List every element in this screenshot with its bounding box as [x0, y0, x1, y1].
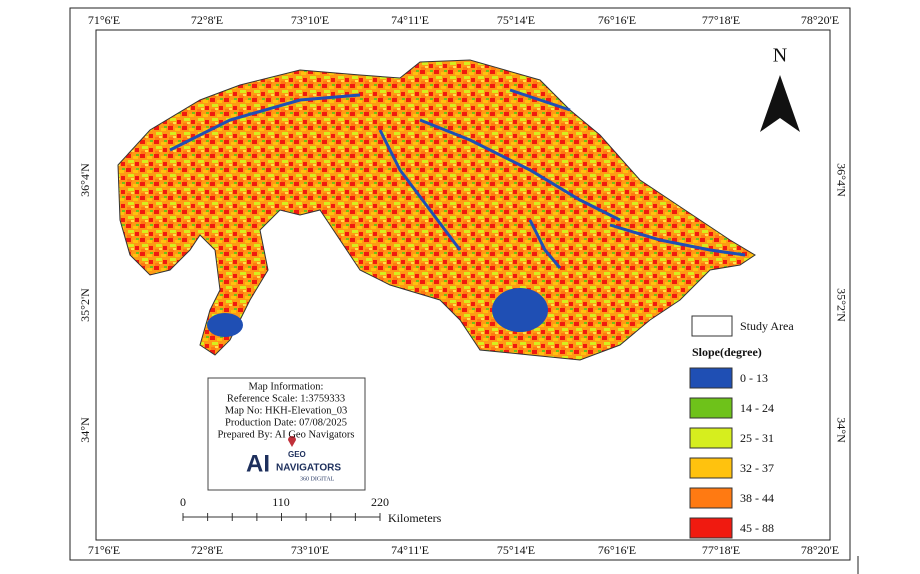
lon-label-top: 72°8'E	[191, 13, 223, 27]
logo-geo: GEO	[288, 450, 306, 459]
lon-label-bottom: 77°18'E	[702, 543, 740, 557]
legend-swatch	[689, 367, 733, 389]
info-line: Reference Scale: 1:3759333	[227, 393, 345, 404]
lat-label-right: 34°N	[834, 417, 848, 443]
legend-label: 0 - 13	[740, 371, 768, 385]
scale-label: 110	[272, 495, 290, 509]
legend-swatch	[689, 517, 733, 539]
legend-label: 14 - 24	[740, 401, 774, 415]
lon-label-bottom: 74°11'E	[391, 543, 429, 557]
low-slope-area	[207, 313, 243, 337]
logo-name: NAVIGATORS	[276, 463, 341, 474]
lon-label-bottom: 78°20'E	[801, 543, 839, 557]
lon-label-top: 71°6'E	[88, 13, 120, 27]
logo-mark: AI	[246, 450, 270, 477]
lon-label-top: 74°11'E	[391, 13, 429, 27]
lon-label-top: 73°10'E	[291, 13, 329, 27]
info-title: Map Information:	[249, 381, 324, 392]
legend-swatch	[689, 487, 733, 509]
legend-label: 38 - 44	[740, 491, 774, 505]
lon-label-top: 75°14'E	[497, 13, 535, 27]
logo-tag: 360 DIGITAL	[300, 476, 335, 482]
north-label: N	[773, 45, 787, 67]
lon-label-top: 76°16'E	[598, 13, 636, 27]
legend-label: 25 - 31	[740, 431, 774, 445]
scale-unit: Kilometers	[388, 511, 442, 525]
info-line: Production Date: 07/08/2025	[225, 417, 347, 428]
logo: AI GEO NAVIGATORS 360 DIGITAL	[246, 436, 341, 482]
info-box: Map Information: AI GEO NAVIGATORS 360 D…	[207, 377, 366, 491]
legend-label: 45 - 88	[740, 521, 774, 535]
scale-bar: 0 110 220 Kilometers	[180, 495, 442, 525]
lon-label-bottom: 73°10'E	[291, 543, 329, 557]
legend-study-area: Study Area	[740, 319, 794, 333]
scale-label: 220	[371, 495, 389, 509]
legend: Study Area Slope(degree) 0 - 13 14 - 24 25…	[689, 315, 794, 539]
lon-label-bottom: 72°8'E	[191, 543, 223, 557]
scale-label: 0	[180, 495, 186, 509]
legend-label: 32 - 37	[740, 461, 774, 475]
valleys	[169, 88, 746, 269]
lon-label-bottom: 71°6'E	[88, 543, 120, 557]
legend-title: Slope(degree)	[692, 345, 762, 359]
lat-label-right: 35°2'N	[834, 288, 848, 322]
north-arrow: N	[760, 45, 800, 132]
lat-label-left: 36°4'N	[78, 163, 92, 197]
study-area	[117, 59, 756, 361]
lon-label-bottom: 75°14'E	[497, 543, 535, 557]
slope-raster	[117, 59, 756, 361]
legend-swatch	[689, 457, 733, 479]
lat-label-left: 35°2'N	[78, 288, 92, 322]
outer-frame	[69, 7, 851, 561]
legend-swatch	[689, 397, 733, 419]
info-line: Prepared By: AI Geo Navigators	[217, 429, 354, 440]
lake-area	[492, 288, 548, 332]
lat-label-left: 34°N	[78, 417, 92, 443]
lon-label-top: 77°18'E	[702, 13, 740, 27]
lat-label-right: 36°4'N	[834, 163, 848, 197]
lon-label-bottom: 76°16'E	[598, 543, 636, 557]
legend-swatch	[689, 427, 733, 449]
lon-label-top: 78°20'E	[801, 13, 839, 27]
info-line: Map No: HKH-Elevation_03	[225, 405, 347, 416]
